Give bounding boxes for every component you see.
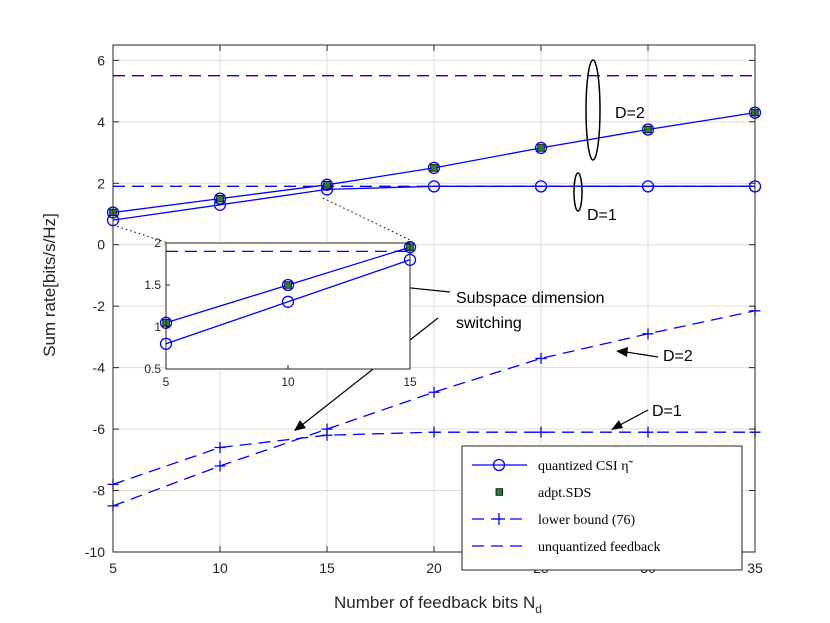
series-lower-bound-d-1-point-5	[642, 426, 654, 438]
series-quantized-csi-d-1-point-5	[641, 180, 655, 193]
series-quantized-csi-d-2-point-1	[213, 192, 227, 205]
inset-y-tick-label-0.5: 0.5	[144, 362, 161, 376]
x-axis-label-subscript: d	[535, 602, 542, 616]
series-quantized-csi-d-2-point-2	[320, 178, 334, 191]
legend-entry-quantized-csi: quantized CSI η̃	[472, 458, 634, 474]
legend-entry-lower-bound-76: lower bound (76)	[472, 513, 636, 528]
inset-adpt-sds-point-1	[284, 281, 292, 289]
d1-bottom-arrow-shaft	[619, 409, 649, 426]
legend-entry-unquantized-feedback: unquantized feedback	[472, 540, 660, 555]
legend-box	[461, 445, 743, 571]
inset-y-tick-label-1: 1	[154, 320, 161, 334]
plot-frame	[112, 44, 756, 553]
y-tick-label-4: 4	[97, 114, 105, 130]
series-quantized-csi-d-2-point-4	[534, 141, 548, 155]
y-tick-label--4: -4	[93, 360, 106, 376]
x-tick-label-5: 5	[109, 560, 117, 576]
legend-entry-lower-bound-76-label: lower bound (76)	[538, 513, 636, 528]
inset-x-tick-label-10: 10	[281, 375, 295, 389]
y-tick-label--6: -6	[93, 421, 106, 437]
y-axis-label: Sum rate[bits/s/Hz]	[40, 213, 59, 357]
x-tick-label-35: 35	[747, 560, 763, 576]
legend-entry-quantized-csi-marker	[492, 458, 506, 472]
y-tick-label-0: 0	[97, 237, 105, 253]
d2-bottom-arrow-shaft	[625, 351, 659, 358]
legend-entries: quantized CSI η̃ adpt.SDS lower bound (76)…	[472, 458, 660, 555]
inset-x-tick-label-15: 15	[403, 375, 417, 389]
y-tick-label-2: 2	[97, 175, 105, 191]
inset-x-tick-label-5: 5	[163, 375, 170, 389]
y-tick-label--10: -10	[85, 544, 105, 560]
d2-bottom-label: D=2	[663, 348, 693, 365]
x-tick-label-10: 10	[212, 560, 228, 576]
series-quantized-csi-d-1-point-3	[427, 180, 441, 193]
series-quantized-csi-d-1-point-4	[534, 180, 548, 193]
x-axis-label: Number of feedback bits Nd	[334, 593, 542, 616]
legend-entry-adpt-sds-label: adpt.SDS	[538, 486, 591, 501]
d1-ellipse	[573, 172, 583, 212]
d2-bottom-arrow-head	[616, 347, 628, 357]
subspace-label-line1: Subspace dimension	[456, 290, 605, 307]
series-quantized-csi-d-2-point-3	[427, 161, 441, 175]
legend: quantized CSI η̃ adpt.SDS lower bound (76)…	[461, 445, 743, 571]
series-adpt-sds-point-1	[216, 194, 224, 203]
series-adpt-sds-point-2	[323, 181, 331, 189]
series-lower-bound-d-1-point-2	[321, 429, 333, 441]
zoom-connector-right	[322, 197, 411, 241]
series-quantized-csi-d-1-line	[112, 185, 755, 221]
zoom-connector-left	[112, 224, 169, 244]
series-lower-bound-d-2-point-4	[535, 352, 547, 364]
series-lower-bound-d-1-point-4	[535, 426, 547, 438]
legend-entry-quantized-csi-label: quantized CSI η̃	[538, 459, 634, 474]
legend-entry-lower-bound-76-marker	[493, 513, 505, 525]
legend-entry-adpt-sds: adpt.SDS	[495, 486, 591, 501]
d1-bottom-label: D=1	[652, 403, 682, 420]
inset-quantized-csi-d-2-point-1	[281, 278, 295, 292]
series-layer	[106, 75, 762, 512]
x-tick-label-20: 20	[426, 560, 442, 576]
subspace-arrow-lower-shaft	[301, 317, 439, 426]
y-tick-label--8: -8	[93, 483, 106, 499]
inset-quantized-csi-d-1-line	[165, 259, 411, 345]
inset-quantized-csi-d-1-point-1	[281, 295, 295, 308]
subspace-arrow-lower-head	[294, 420, 306, 431]
subspace-label-line2: switching	[456, 315, 522, 332]
inset-y-tick-label-2: 2	[154, 236, 161, 250]
series-lower-bound-d-1-point-3	[428, 426, 440, 438]
x-tick-label-15: 15	[319, 560, 335, 576]
inset-zoom-plot: 5 10 15 0.5 1 1.5 2	[144, 236, 417, 389]
series-lower-bound-d-2-point-5	[642, 328, 654, 340]
d2-top-label: D=2	[615, 105, 645, 122]
y-tick-label--2: -2	[93, 298, 106, 314]
legend-entry-unquantized-feedback-label: unquantized feedback	[538, 540, 660, 555]
series-adpt-sds-point-5	[644, 125, 652, 134]
series-adpt-sds-point-3	[430, 164, 438, 172]
x-axis-label-main: Number of feedback bits N	[334, 593, 535, 612]
inset-background	[166, 243, 410, 369]
series-lower-bound-d-2-point-3	[428, 386, 440, 398]
series-lower-bound-d-1-point-1	[214, 442, 226, 454]
legend-entry-adpt-sds-marker	[495, 488, 503, 496]
d1-bottom-arrow-head	[611, 420, 623, 430]
series-quantized-csi-d-2-point-5	[641, 123, 655, 136]
series-lower-bound-d-2-point-1	[214, 460, 226, 472]
inset-y-tick-label-1.5: 1.5	[144, 278, 161, 292]
d1-top-label: D=1	[587, 207, 617, 224]
d2-ellipse	[585, 59, 601, 161]
inset-tick-labels: 5 10 15 0.5 1 1.5 2	[144, 236, 417, 389]
series-adpt-sds-point-4	[537, 144, 545, 152]
y-tick-label-6: 6	[97, 52, 105, 68]
